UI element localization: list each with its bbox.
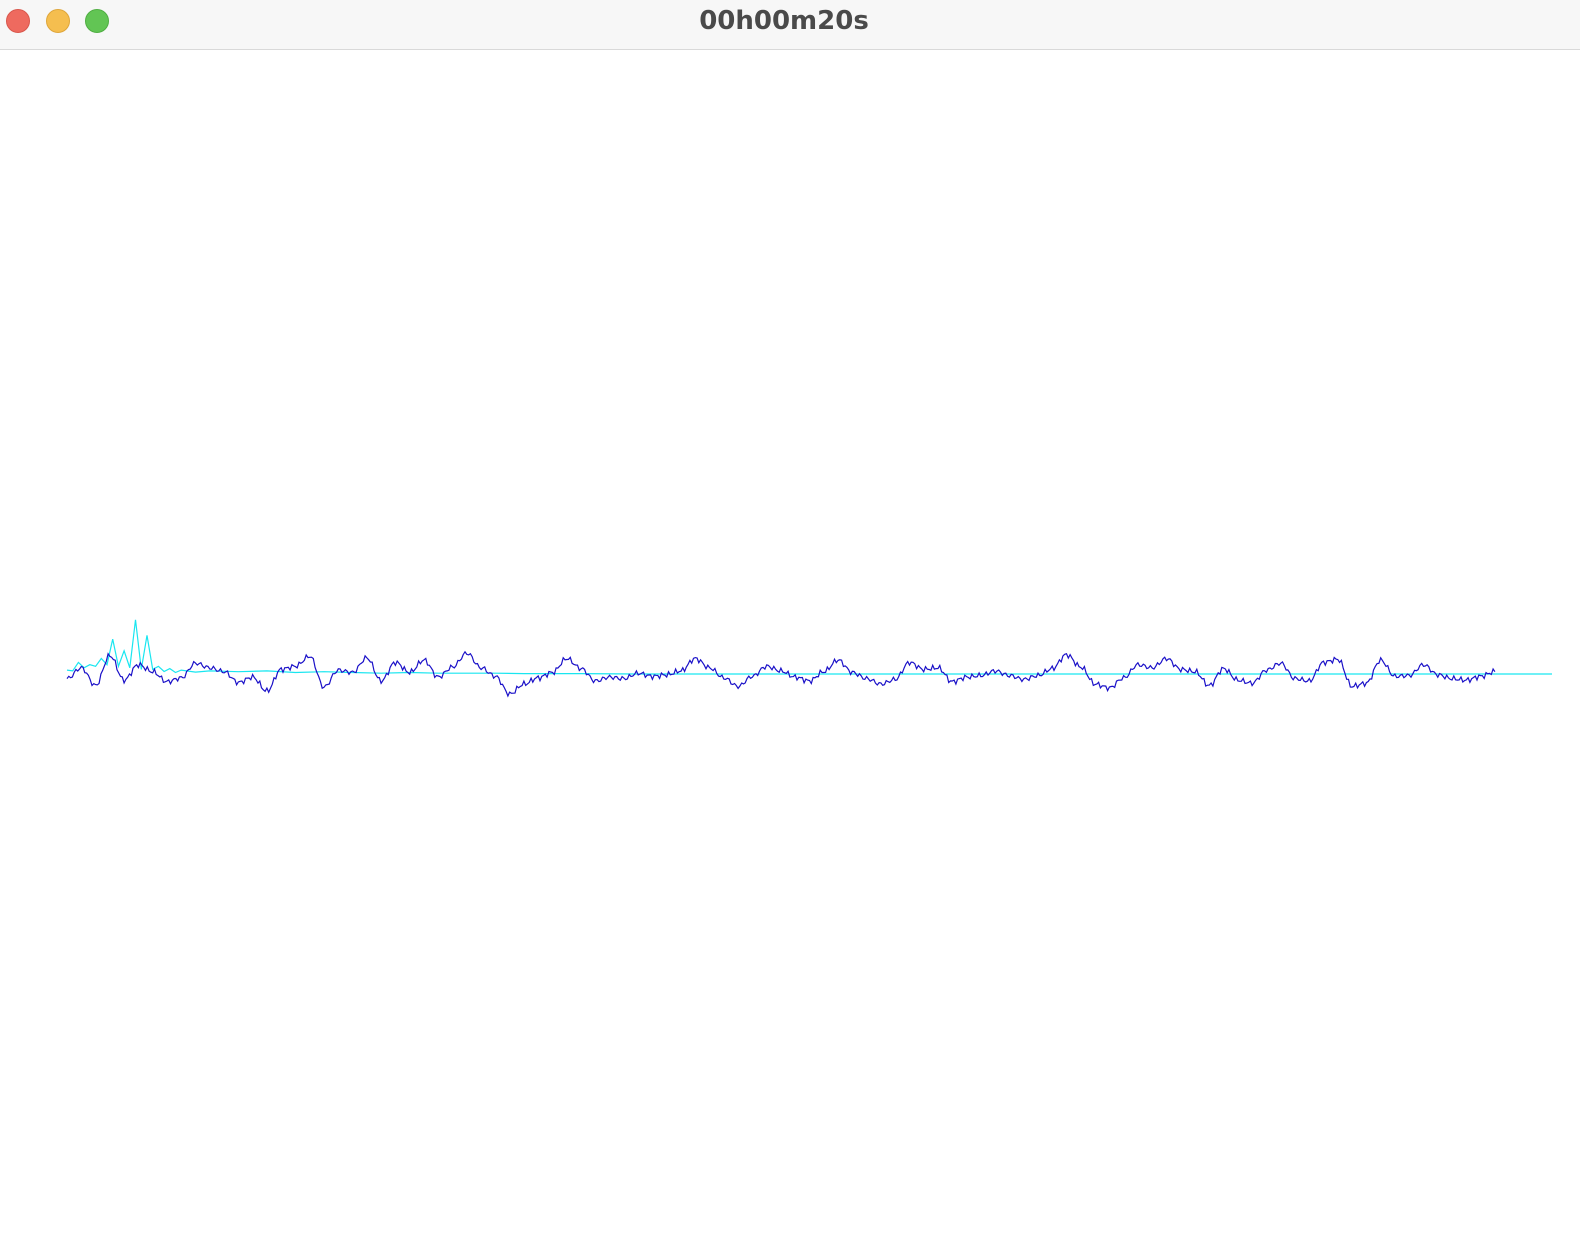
window-title: 00h00m20s [699, 6, 869, 36]
signal-series-line [66, 650, 1496, 698]
minimize-button[interactable] [46, 9, 70, 33]
title-bar[interactable]: 00h00m20s [0, 0, 1580, 50]
zoom-button[interactable] [85, 9, 109, 33]
close-button[interactable] [6, 9, 30, 33]
reference-series-line [66, 619, 1552, 675]
waveform-plot [66, 619, 1552, 698]
plot-canvas [0, 50, 1580, 1244]
